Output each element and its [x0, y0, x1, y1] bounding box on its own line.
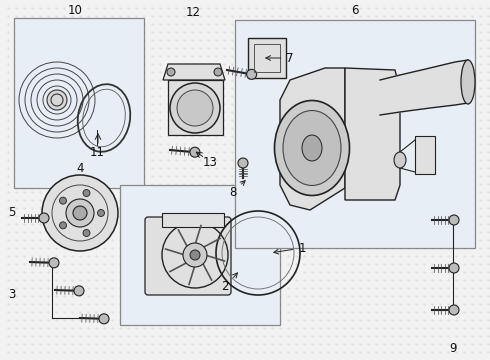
Ellipse shape [394, 152, 406, 168]
Polygon shape [345, 68, 400, 200]
Circle shape [59, 222, 67, 229]
Circle shape [98, 210, 104, 216]
Text: 3: 3 [8, 288, 16, 302]
Bar [162, 213, 224, 227]
Polygon shape [380, 60, 468, 115]
Ellipse shape [274, 100, 349, 195]
Text: 11: 11 [90, 147, 104, 159]
Text: 4: 4 [76, 162, 84, 175]
Ellipse shape [177, 90, 213, 126]
Text: 1: 1 [274, 242, 306, 255]
Bar [235, 20, 475, 248]
Circle shape [190, 250, 200, 260]
Circle shape [51, 94, 63, 106]
Ellipse shape [461, 60, 475, 104]
Circle shape [449, 215, 459, 225]
Ellipse shape [283, 111, 341, 185]
Text: 12: 12 [186, 5, 200, 18]
Circle shape [449, 305, 459, 315]
FancyBboxPatch shape [145, 217, 231, 295]
Ellipse shape [302, 135, 322, 161]
Text: 2: 2 [221, 273, 238, 293]
Circle shape [99, 314, 109, 324]
Circle shape [183, 243, 207, 267]
Text: 10: 10 [68, 4, 82, 18]
Circle shape [83, 189, 90, 197]
Polygon shape [163, 64, 225, 80]
Circle shape [214, 68, 222, 76]
Circle shape [39, 213, 49, 223]
Text: 13: 13 [202, 156, 218, 168]
Circle shape [190, 147, 200, 157]
Bar [120, 185, 280, 325]
Circle shape [167, 68, 175, 76]
Circle shape [73, 206, 87, 220]
Text: 7: 7 [266, 51, 294, 64]
Bar [254, 44, 280, 72]
Circle shape [42, 175, 118, 251]
Circle shape [47, 90, 67, 110]
Bar [168, 80, 223, 135]
Text: 6: 6 [351, 4, 359, 17]
Circle shape [449, 263, 459, 273]
Bar [415, 136, 435, 174]
Circle shape [59, 197, 67, 204]
Bar [14, 18, 144, 188]
Circle shape [74, 286, 84, 296]
Text: 9: 9 [449, 342, 457, 355]
Text: 5: 5 [8, 207, 16, 220]
Circle shape [246, 69, 257, 79]
Bar [248, 38, 286, 78]
Circle shape [238, 158, 248, 168]
Ellipse shape [170, 83, 220, 133]
Polygon shape [280, 68, 345, 210]
Text: 8: 8 [229, 181, 245, 198]
Circle shape [83, 229, 90, 237]
Circle shape [66, 199, 94, 227]
Circle shape [49, 258, 59, 268]
